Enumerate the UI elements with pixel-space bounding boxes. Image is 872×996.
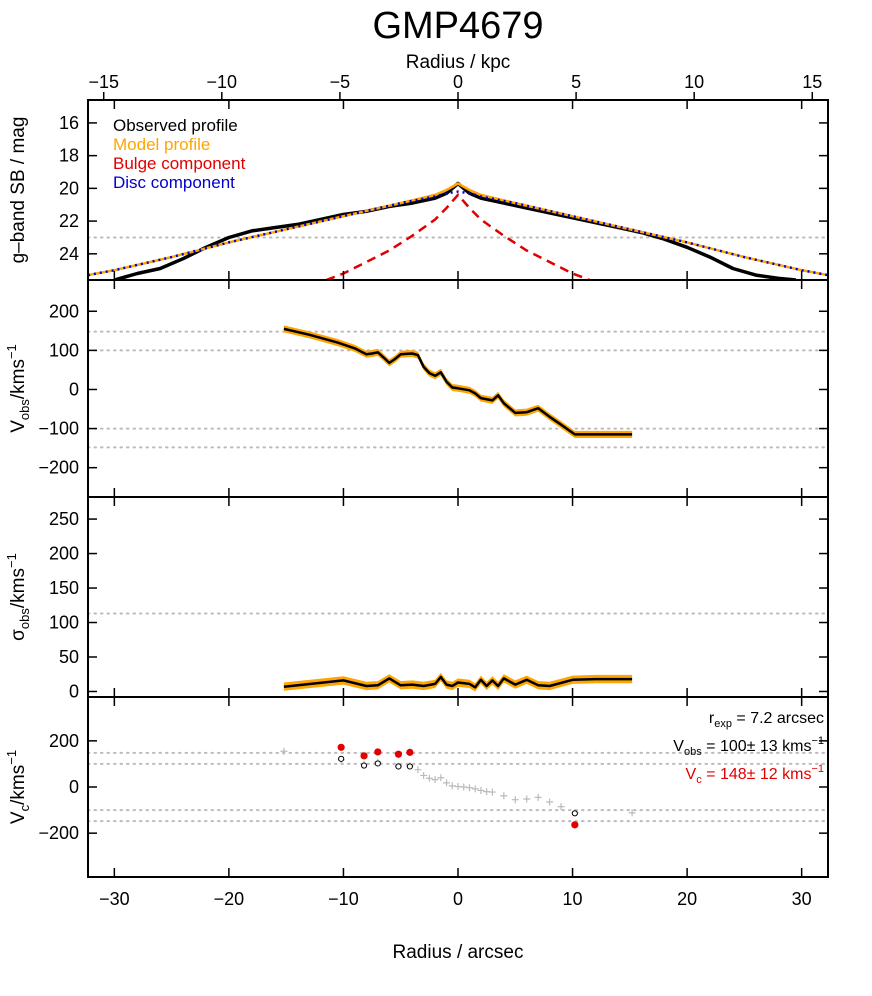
top-tick-label: −5 (330, 72, 351, 92)
y-tick-label: 22 (59, 211, 79, 231)
filled-circle-point (394, 750, 403, 758)
open-circle-point (374, 760, 381, 767)
plot-area-0 (88, 181, 828, 280)
y-axis-label-1: Vobs/kms−1 (4, 344, 32, 433)
top-tick-label: −10 (207, 72, 238, 92)
plus-point (443, 779, 451, 787)
open-circle-point (395, 763, 402, 770)
legend-entry-1: Model profile (113, 135, 210, 154)
y-tick-label: 0 (69, 777, 79, 797)
y-tick-label: −200 (38, 823, 79, 843)
legend-entry-0: Observed profile (113, 116, 238, 135)
filled-circle-point (571, 821, 579, 829)
open-circle-point (360, 762, 368, 769)
panel-dispersion: 0 50 100 150 200 250 σobs/kms−1 (4, 496, 829, 701)
top-tick-label: 10 (684, 72, 704, 92)
plus-point (523, 795, 531, 803)
plus-point (280, 747, 288, 755)
plus-point (425, 774, 433, 782)
filled-circle-point (406, 748, 414, 756)
y-tick-label: 200 (49, 544, 79, 564)
y-tick-label: 20 (59, 178, 79, 198)
panel-velocity: −200 −100 0 100 200 Vobs/kms−1 (4, 279, 829, 498)
open-circle-point (406, 763, 413, 770)
top-tick-label: 15 (802, 72, 822, 92)
y-tick-label: 150 (49, 578, 79, 598)
plus-point (460, 783, 468, 791)
y-tick-label: 18 (59, 146, 79, 166)
plus-point (431, 776, 439, 784)
y-tick-label: 100 (49, 613, 79, 633)
y-tick-label: −100 (38, 419, 79, 439)
plus-point (500, 792, 508, 800)
plus-point (437, 774, 445, 782)
y-axis-label-3: Vc/kms−1 (4, 750, 32, 824)
plus-point (546, 798, 554, 806)
plot-area-3 (88, 743, 828, 829)
profile-line-dispersion (283, 675, 633, 689)
y-tick-label: 0 (69, 379, 79, 399)
chart-title: GMP4679 (372, 5, 543, 47)
y-tick-label: −200 (38, 458, 79, 478)
y-tick-label: 24 (59, 244, 79, 264)
y-tick-label: 100 (49, 340, 79, 360)
filled-circle-point (374, 748, 382, 756)
top-tick-label: 0 (453, 72, 463, 92)
profile-line-velocity (283, 327, 633, 436)
y-tick-label: 50 (59, 647, 79, 667)
plus-point (557, 803, 565, 811)
y-axis-label-0: g–band SB / mag (8, 117, 29, 264)
disc-component-line (88, 190, 828, 277)
top-tick-label: 5 (571, 72, 581, 92)
bottom-tick-label: 0 (453, 889, 463, 909)
plus-point (628, 809, 636, 817)
y-tick-label: 250 (49, 509, 79, 529)
plot-area-2 (88, 612, 828, 692)
annotation-rexp: rexp = 7.2 arcsec (709, 710, 824, 730)
bulge-component-line (325, 193, 591, 280)
open-circle-point (571, 810, 578, 817)
annotation-vc: Vc = 148± 12 kms−1 (686, 763, 824, 786)
plus-point (420, 771, 428, 779)
open-circle-point (338, 755, 345, 762)
bottom-tick-label: −30 (99, 889, 130, 909)
plus-point (448, 782, 456, 790)
top-axis-ticks: −15 −10 −5 0 5 10 15 (88, 72, 822, 100)
filled-circle-point (337, 743, 345, 751)
y-tick-label: 200 (49, 301, 79, 321)
bottom-axis-label: Radius / arcsec (393, 942, 524, 963)
legend-entry-2: Bulge component (113, 154, 246, 173)
top-axis-label: Radius / kpc (406, 52, 511, 73)
plus-point (477, 786, 485, 794)
panel-circular-velocity: rexp = 7.2 arcsec Vobs = 100± 13 kms−1 Vc … (4, 696, 829, 878)
plus-point (511, 796, 519, 804)
bottom-tick-label: −10 (328, 889, 359, 909)
bottom-tick-label: 10 (563, 889, 583, 909)
plus-point (534, 793, 542, 801)
y-tick-label: 200 (49, 731, 79, 751)
y-tick-label: 0 (69, 681, 79, 701)
legend-entry-3: Disc component (113, 173, 235, 192)
y-tick-label: 16 (59, 113, 79, 133)
annotation-vobs: Vobs = 100± 13 kms−1 (673, 735, 824, 758)
plus-point (488, 788, 496, 796)
filled-circle-point (360, 752, 368, 760)
y-axis-label-2: σobs/kms−1 (4, 553, 32, 641)
bottom-tick-label: 20 (677, 889, 697, 909)
top-tick-label: −15 (88, 72, 119, 92)
plot-area-1 (88, 325, 828, 449)
bottom-tick-label: −20 (214, 889, 245, 909)
bottom-tick-label: 30 (792, 889, 812, 909)
plus-point (465, 784, 473, 792)
plus-point (471, 785, 479, 793)
panel-frame-2 (87, 496, 829, 698)
bottom-axis-ticks: −30 −20 −10 0 10 20 30 (99, 889, 812, 909)
plus-point (414, 766, 422, 774)
